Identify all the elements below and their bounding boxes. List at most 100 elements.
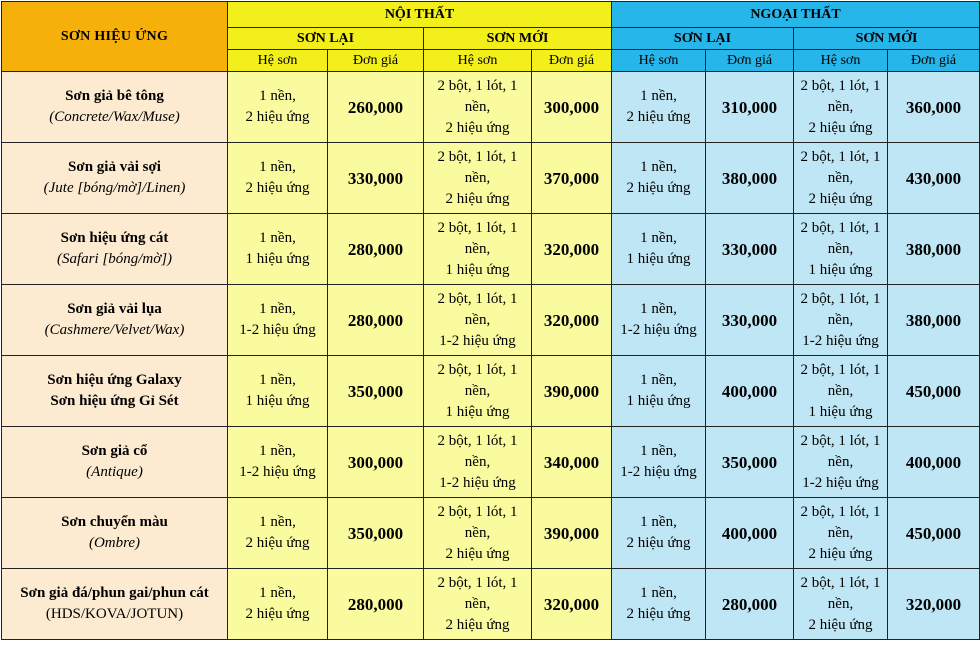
exterior-new-system: 2 bột, 1 lót, 1 nền, 1 hiệu ứng (793, 213, 888, 285)
system-line: 2 bột, 1 lót, 1 (437, 290, 518, 307)
interior-repaint-price: 280,000 (327, 284, 424, 356)
interior-new-price: 390,000 (531, 355, 612, 427)
product-subtitle: Sơn hiệu ứng Gỉ Sét (50, 393, 179, 409)
system-line: nền, (827, 240, 854, 257)
system-line: 1 nền, (640, 230, 677, 246)
system-line: 1-2 hiệu ứng (239, 322, 316, 338)
interior-repaint-price: 300,000 (327, 426, 424, 498)
interior-new-system: 2 bột, 1 lót, 1 nền, 1-2 hiệu ứng (423, 284, 532, 356)
interior-repaint-system: 1 nền, 2 hiệu ứng (227, 568, 328, 640)
system-line: 1 nền, (259, 230, 296, 246)
table-row: Sơn giả vải sợi (Jute [bóng/mờ]/Linen) 1 n… (1, 142, 980, 214)
exterior-new-price: 450,000 (887, 497, 980, 569)
product-name-cell: Sơn giả đá/phun gai/phun cát (HDS/KOVA/JO… (1, 568, 228, 640)
system-line: 1 nền, (640, 514, 677, 530)
interior-repaint-price: 280,000 (327, 568, 424, 640)
exterior-new-price: 400,000 (887, 426, 980, 498)
system-line: 1 nền, (259, 372, 296, 388)
product-name: Sơn hiệu ứng Galaxy (47, 372, 182, 388)
exterior-new-system: 2 bột, 1 lót, 1 nền, 1-2 hiệu ứng (793, 426, 888, 498)
system-line: 1 hiệu ứng (626, 251, 691, 267)
interior-new-system: 2 bột, 1 lót, 1 nền, 1-2 hiệu ứng (423, 426, 532, 498)
system-line: 1-2 hiệu ứng (239, 464, 316, 480)
header-unit-price: Đơn giá (531, 49, 612, 72)
interior-new-system: 2 bột, 1 lót, 1 nền, 1 hiệu ứng (423, 355, 532, 427)
system-line: nền, (827, 311, 854, 328)
exterior-repaint-system: 1 nền, 1-2 hiệu ứng (611, 284, 706, 356)
product-name: Sơn chuyển màu (61, 514, 168, 530)
exterior-new-price: 430,000 (887, 142, 980, 214)
system-line: 2 bột, 1 lót, 1 (437, 148, 518, 165)
exterior-repaint-price: 280,000 (705, 568, 794, 640)
interior-repaint-system: 1 nền, 2 hiệu ứng (227, 497, 328, 569)
exterior-repaint-system: 1 nền, 2 hiệu ứng (611, 497, 706, 569)
product-name-cell: Sơn hiệu ứng cát (Safari [bóng/mờ]) (1, 213, 228, 285)
header-exterior-new: SƠN MỚI (793, 27, 980, 50)
system-line: 1 nền, (640, 88, 677, 104)
interior-repaint-system: 1 nền, 1-2 hiệu ứng (227, 284, 328, 356)
system-line: 2 bột, 1 lót, 1 (800, 574, 881, 591)
header-unit-price: Đơn giá (705, 49, 794, 72)
table-row: Sơn giả đá/phun gai/phun cát (HDS/KOVA/JO… (1, 568, 980, 640)
system-line: 2 hiệu ứng (445, 616, 510, 633)
product-subtitle: (Cashmere/Velvet/Wax) (44, 322, 185, 338)
system-line: nền, (464, 524, 491, 541)
product-name: Sơn giả bê tông (65, 88, 164, 104)
system-line: 1 hiệu ứng (445, 261, 510, 278)
product-name: Sơn giả đá/phun gai/phun cát (20, 585, 209, 601)
exterior-repaint-price: 350,000 (705, 426, 794, 498)
exterior-new-system: 2 bột, 1 lót, 1 nền, 1-2 hiệu ứng (793, 284, 888, 356)
interior-repaint-system: 1 nền, 2 hiệu ứng (227, 142, 328, 214)
exterior-new-price: 360,000 (887, 71, 980, 143)
interior-repaint-price: 350,000 (327, 355, 424, 427)
system-line: nền, (464, 169, 491, 186)
system-line: 2 bột, 1 lót, 1 (800, 77, 881, 94)
system-line: 2 bột, 1 lót, 1 (437, 432, 518, 449)
product-name-cell: Sơn hiệu ứng Galaxy Sơn hiệu ứng Gỉ Sét (1, 355, 228, 427)
system-line: 1 hiệu ứng (245, 251, 310, 267)
system-line: 2 bột, 1 lót, 1 (800, 432, 881, 449)
system-line: 2 hiệu ứng (626, 109, 691, 125)
exterior-repaint-price: 330,000 (705, 284, 794, 356)
exterior-repaint-price: 310,000 (705, 71, 794, 143)
exterior-new-system: 2 bột, 1 lót, 1 nền, 1 hiệu ứng (793, 355, 888, 427)
exterior-repaint-price: 330,000 (705, 213, 794, 285)
system-line: 1 nền, (259, 301, 296, 317)
system-line: 2 hiệu ứng (445, 545, 510, 562)
interior-repaint-system: 1 nền, 2 hiệu ứng (227, 71, 328, 143)
system-line: 1 hiệu ứng (445, 403, 510, 420)
system-line: 1 nền, (259, 443, 296, 459)
system-line: 2 bột, 1 lót, 1 (800, 290, 881, 307)
system-line: nền, (827, 453, 854, 470)
exterior-repaint-system: 1 nền, 1-2 hiệu ứng (611, 426, 706, 498)
interior-repaint-system: 1 nền, 1-2 hiệu ứng (227, 426, 328, 498)
interior-repaint-system: 1 nền, 1 hiệu ứng (227, 355, 328, 427)
system-line: 2 hiệu ứng (808, 616, 873, 633)
product-subtitle: (Jute [bóng/mờ]/Linen) (43, 180, 186, 196)
system-line: 1-2 hiệu ứng (620, 322, 697, 338)
system-line: 1 nền, (640, 159, 677, 175)
product-name: Sơn giả cổ (81, 443, 148, 459)
system-line: 1 nền, (259, 585, 296, 601)
header-interior: NỘI THẤT (227, 1, 612, 28)
system-line: nền, (464, 311, 491, 328)
exterior-new-price: 450,000 (887, 355, 980, 427)
system-line: 2 hiệu ứng (626, 606, 691, 622)
interior-new-price: 320,000 (531, 213, 612, 285)
header-unit-price: Đơn giá (327, 49, 424, 72)
header-system: Hệ sơn (793, 49, 888, 72)
exterior-repaint-price: 400,000 (705, 497, 794, 569)
system-line: 2 bột, 1 lót, 1 (437, 503, 518, 520)
header-interior-new: SƠN MỚI (423, 27, 612, 50)
system-line: 2 bột, 1 lót, 1 (800, 361, 881, 378)
header-exterior: NGOẠI THẤT (611, 1, 980, 28)
exterior-repaint-price: 380,000 (705, 142, 794, 214)
exterior-new-system: 2 bột, 1 lót, 1 nền, 2 hiệu ứng (793, 497, 888, 569)
exterior-new-price: 380,000 (887, 284, 980, 356)
interior-repaint-price: 350,000 (327, 497, 424, 569)
interior-new-price: 300,000 (531, 71, 612, 143)
system-line: 1-2 hiệu ứng (802, 332, 879, 349)
system-line: 2 hiệu ứng (445, 119, 510, 136)
table-row: Sơn giả cổ (Antique) 1 nền, 1-2 hiệu ứng 300… (1, 426, 980, 498)
